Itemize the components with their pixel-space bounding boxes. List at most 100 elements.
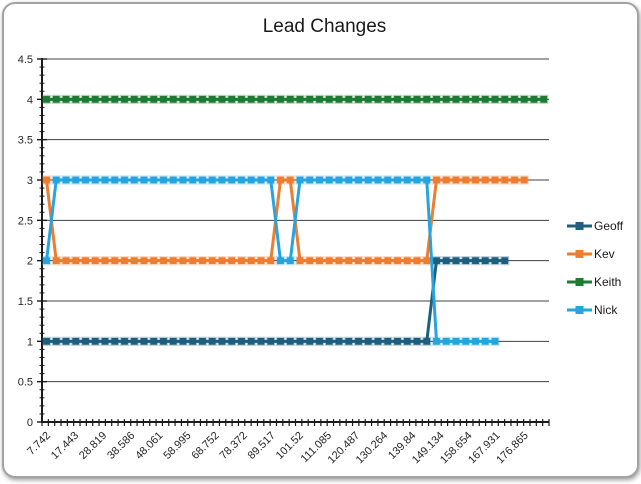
x-axis-label: 28.819: [77, 430, 109, 462]
marker: [490, 256, 500, 266]
marker: [383, 175, 393, 185]
marker: [285, 94, 295, 104]
marker: [119, 336, 130, 346]
marker: [217, 175, 227, 185]
marker: [363, 94, 373, 104]
marker: [266, 336, 276, 346]
marker: [41, 94, 52, 104]
marker: [344, 94, 354, 104]
marker: [431, 256, 442, 266]
marker: [149, 175, 159, 185]
x-axis-label: 89.517: [246, 430, 278, 462]
marker: [480, 336, 490, 346]
marker: [168, 94, 178, 104]
marker: [314, 94, 325, 104]
marker: [334, 336, 344, 346]
chart-plot: 00.511.522.533.544.57.74217.44328.81938.…: [18, 54, 550, 466]
marker: [236, 336, 247, 346]
marker: [324, 336, 334, 346]
marker: [314, 336, 325, 346]
marker: [392, 256, 403, 266]
marker: [158, 256, 169, 266]
marker: [314, 175, 325, 185]
marker: [363, 256, 373, 266]
marker: [275, 336, 286, 346]
marker: [119, 175, 130, 185]
marker: [305, 336, 315, 346]
marker: [344, 175, 354, 185]
marker: [480, 256, 490, 266]
marker: [236, 94, 247, 104]
legend-label: Keith: [594, 275, 622, 289]
marker: [490, 175, 500, 185]
marker: [490, 336, 500, 346]
marker: [129, 175, 139, 185]
marker: [217, 336, 227, 346]
marker: [422, 256, 432, 266]
marker: [412, 94, 422, 104]
marker: [353, 94, 364, 104]
y-axis-label: 2.5: [18, 215, 33, 227]
marker: [353, 256, 364, 266]
marker: [490, 94, 500, 104]
marker: [519, 175, 529, 185]
marker: [139, 175, 149, 185]
marker: [402, 336, 412, 346]
marker: [207, 175, 217, 185]
marker: [100, 336, 110, 346]
marker: [324, 175, 334, 185]
marker: [90, 94, 100, 104]
marker: [110, 256, 120, 266]
marker: [461, 175, 471, 185]
marker: [227, 336, 237, 346]
marker: [480, 175, 490, 185]
marker: [412, 336, 422, 346]
legend-marker-nick: [567, 306, 592, 314]
marker: [509, 94, 520, 104]
marker: [158, 175, 169, 185]
marker: [422, 336, 432, 346]
legend-marker-geoff: [567, 222, 592, 230]
marker: [168, 175, 178, 185]
marker: [158, 94, 169, 104]
marker: [236, 256, 247, 266]
marker: [266, 256, 276, 266]
legend-item-nick: Nick: [567, 296, 623, 324]
marker: [168, 336, 178, 346]
marker: [275, 256, 286, 266]
marker: [422, 94, 432, 104]
marker: [51, 336, 61, 346]
marker: [305, 94, 315, 104]
marker: [529, 94, 539, 104]
marker: [41, 336, 52, 346]
y-axis-label: 3.5: [18, 135, 33, 147]
marker: [51, 94, 61, 104]
marker: [149, 94, 159, 104]
marker: [256, 94, 266, 104]
marker: [451, 94, 461, 104]
y-axis-label: 1: [27, 336, 33, 348]
marker: [285, 175, 295, 185]
marker: [71, 94, 81, 104]
marker: [470, 336, 481, 346]
marker: [344, 256, 354, 266]
marker: [119, 94, 130, 104]
marker: [61, 94, 71, 104]
legend-label: Kev: [594, 247, 615, 261]
marker: [149, 256, 159, 266]
marker: [500, 94, 510, 104]
marker: [441, 175, 451, 185]
y-axis-label: 4.5: [18, 54, 33, 66]
marker: [256, 175, 266, 185]
y-axis-label: 2: [27, 256, 33, 268]
x-axis-label: 17.443: [49, 430, 81, 462]
chart-title: Lead Changes: [262, 16, 387, 37]
marker: [246, 94, 256, 104]
x-axis-label: 58.995: [161, 430, 193, 462]
marker: [90, 256, 100, 266]
marker: [217, 256, 227, 266]
marker: [80, 256, 91, 266]
marker: [431, 94, 442, 104]
marker: [275, 175, 286, 185]
marker: [324, 256, 334, 266]
